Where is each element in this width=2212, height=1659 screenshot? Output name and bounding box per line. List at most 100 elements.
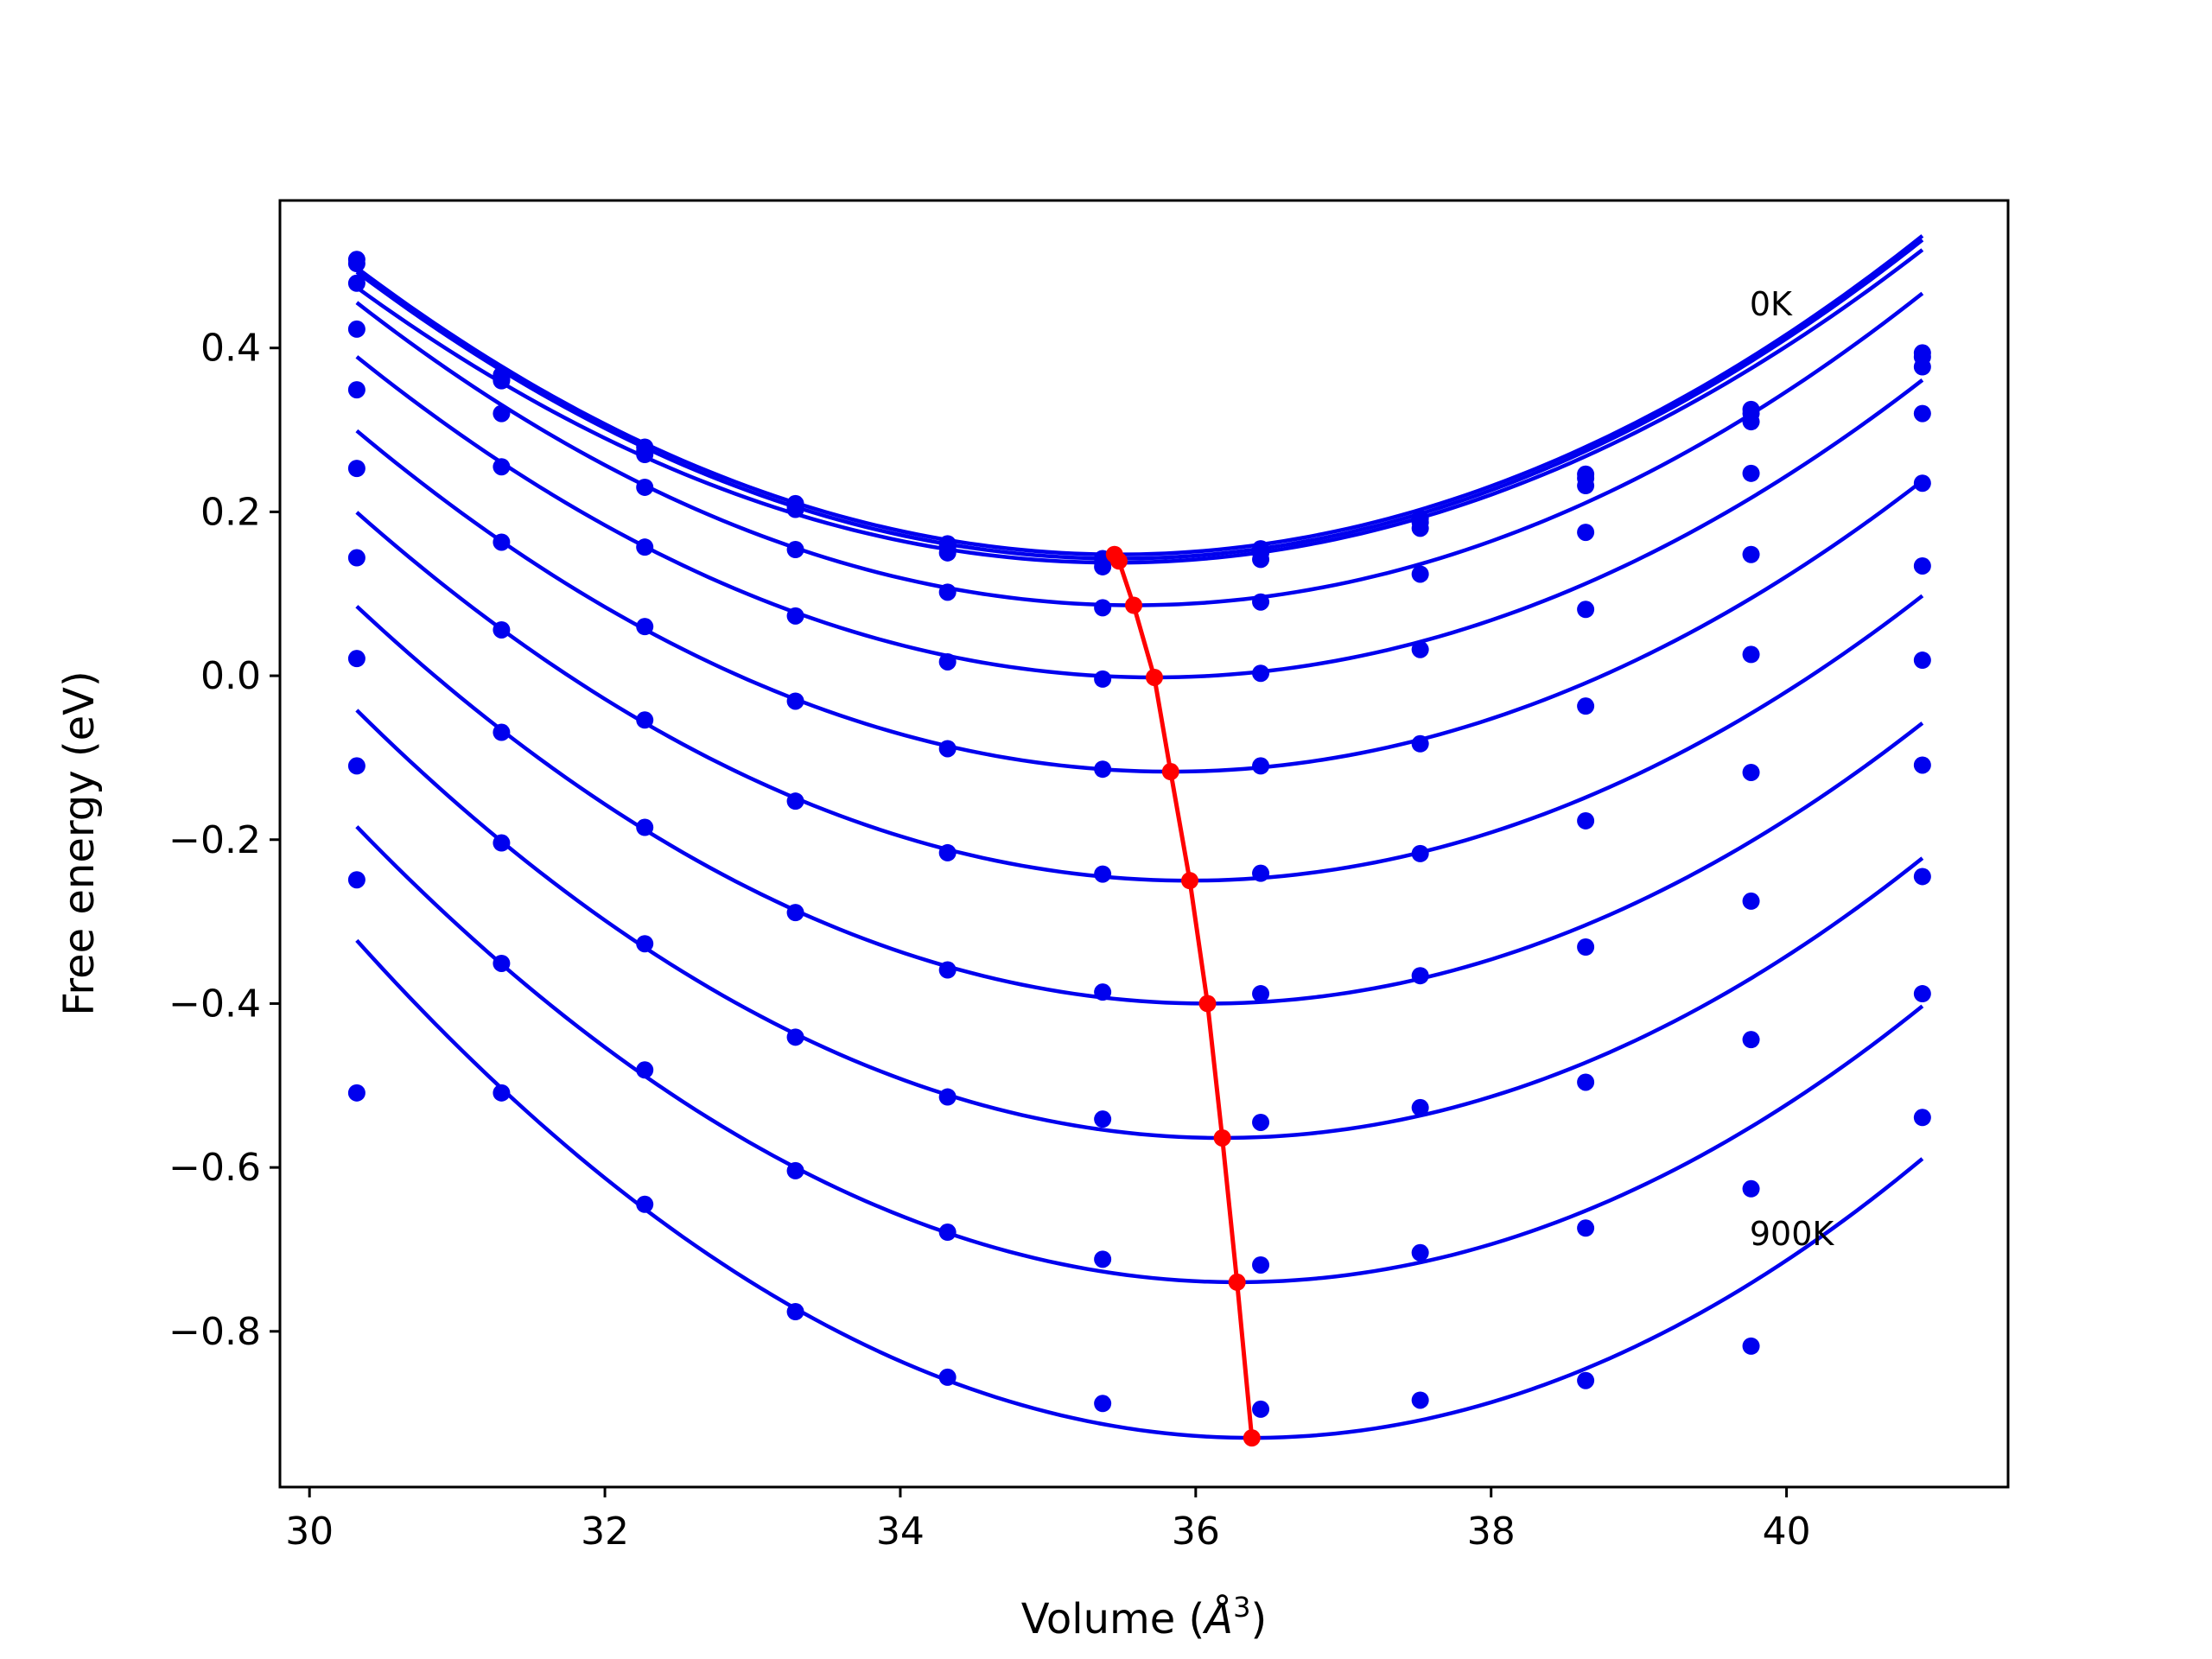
x-tick-label: 32 (581, 1510, 629, 1554)
data-point (1742, 763, 1760, 781)
data-point (938, 843, 957, 861)
y-axis-label: Free energy (eV) (55, 671, 104, 1015)
x-tick-label: 36 (1172, 1510, 1220, 1554)
data-point (347, 871, 365, 889)
annotation-label: 0K (1750, 285, 1793, 323)
data-point (938, 543, 957, 562)
minimum-point (1109, 552, 1128, 570)
data-point (1913, 556, 1931, 575)
data-point (1252, 864, 1270, 882)
data-point (1742, 545, 1760, 563)
data-point (1742, 645, 1760, 664)
data-point (636, 1195, 654, 1213)
data-points (347, 251, 1931, 1418)
fit-curve-8 (355, 709, 1924, 1141)
data-point (938, 740, 957, 758)
data-point (1742, 464, 1760, 482)
data-point (636, 446, 654, 464)
data-point (493, 404, 511, 423)
data-point (493, 620, 511, 639)
data-point (347, 274, 365, 292)
data-point (938, 652, 957, 671)
data-point (1411, 519, 1429, 537)
fit-curve-4 (355, 355, 1924, 680)
data-point (938, 1224, 957, 1242)
data-point (1742, 892, 1760, 910)
data-point (786, 692, 804, 710)
data-point (938, 1368, 957, 1386)
y-tick-label: −0.6 (168, 1146, 261, 1190)
data-point (1577, 697, 1595, 715)
data-point (1411, 565, 1429, 583)
data-point (347, 381, 365, 399)
data-point (1094, 1395, 1112, 1413)
data-point (636, 478, 654, 496)
minimum-point (1228, 1273, 1246, 1291)
data-point (1094, 557, 1112, 575)
x-tick-label: 30 (285, 1510, 334, 1554)
data-point (493, 834, 511, 852)
data-point (493, 458, 511, 476)
minimum-point (1125, 596, 1143, 614)
data-point (1913, 868, 1931, 886)
data-point (1913, 404, 1931, 423)
data-point (1411, 1243, 1429, 1262)
data-point (347, 757, 365, 775)
data-point (493, 533, 511, 551)
minimum-point (1198, 995, 1217, 1013)
data-point (1913, 1109, 1931, 1127)
data-point (347, 549, 365, 567)
data-point (786, 541, 804, 559)
data-point (347, 460, 365, 478)
data-point (1094, 760, 1112, 779)
data-point (1094, 1250, 1112, 1268)
data-point (1913, 756, 1931, 774)
data-point (1577, 938, 1595, 956)
data-point (493, 372, 511, 390)
data-point (1411, 640, 1429, 658)
data-point (1252, 664, 1270, 683)
data-point (786, 607, 804, 625)
data-point (1252, 757, 1270, 775)
data-point (636, 935, 654, 953)
data-point (1913, 474, 1931, 493)
x-axis-label: Volume (Å3) (1021, 1591, 1267, 1643)
data-point (1577, 1073, 1595, 1091)
data-point (1252, 550, 1270, 569)
plot-area: 0K 900K (347, 234, 1931, 1447)
data-point (1252, 1113, 1270, 1131)
minimum-point (1243, 1429, 1261, 1447)
data-point (1252, 1255, 1270, 1274)
minimum-point (1180, 872, 1198, 890)
data-point (1094, 1110, 1112, 1128)
data-point (786, 792, 804, 810)
data-point (1742, 1031, 1760, 1049)
data-point (347, 320, 365, 338)
data-point (1094, 599, 1112, 617)
x-tick-label: 38 (1467, 1510, 1516, 1554)
data-point (493, 1084, 511, 1102)
data-point (347, 1084, 365, 1102)
fit-curve-2 (355, 248, 1924, 565)
data-point (786, 904, 804, 922)
data-point (1577, 524, 1595, 542)
minimum-point (1145, 668, 1163, 686)
data-point (1094, 670, 1112, 688)
y-tick-label: −0.2 (168, 818, 261, 862)
data-point (347, 650, 365, 668)
fit-curve-0 (355, 234, 1924, 556)
data-point (636, 618, 654, 636)
minimum-point (1213, 1128, 1231, 1147)
axes-frame (278, 199, 2010, 1489)
minima-line (1105, 545, 1261, 1447)
data-point (786, 1161, 804, 1179)
data-point (1252, 593, 1270, 611)
x-tick-label: 34 (876, 1510, 925, 1554)
data-point (1577, 1371, 1595, 1389)
fit-curve-9 (355, 825, 1924, 1285)
data-point (786, 1303, 804, 1321)
data-point (1252, 1400, 1270, 1418)
data-point (786, 500, 804, 518)
data-point (1094, 865, 1112, 883)
data-point (493, 954, 511, 972)
